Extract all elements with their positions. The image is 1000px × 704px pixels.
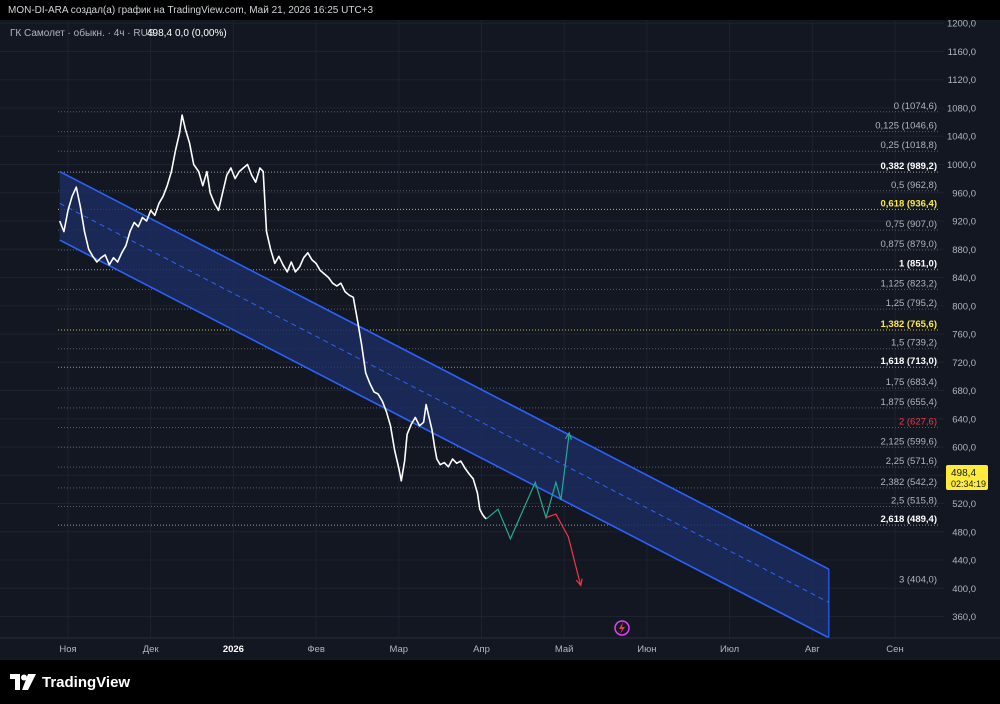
fib-level-label: 1,125 (823,2) bbox=[880, 278, 937, 289]
price-tick-label: 1000,0 bbox=[947, 160, 976, 171]
time-tick-label: Июн bbox=[637, 644, 656, 655]
time-tick-label: Мар bbox=[390, 644, 409, 655]
fib-level-label: 0,618 (936,4) bbox=[880, 198, 937, 209]
fib-level-label: 1,875 (655,4) bbox=[880, 397, 937, 408]
chart-attribution: MON-DI-ARA создал(а) график на TradingVi… bbox=[8, 5, 374, 16]
bearish-projection bbox=[545, 513, 582, 586]
price-tick-label: 800,0 bbox=[952, 301, 976, 312]
time-tick-label: Фев bbox=[307, 644, 325, 655]
footer bbox=[0, 660, 1000, 704]
current-price-badge: 498,4 02:34:19 bbox=[946, 465, 988, 490]
fib-level-label: 0 (1074,6) bbox=[894, 101, 937, 112]
time-axis[interactable]: Ноя Дек 2026 Фев Мар Апр Май Июн Июл Авг Сен bbox=[0, 637, 1000, 660]
price-tick-label: 360,0 bbox=[952, 612, 976, 623]
price-axis-background bbox=[944, 20, 1000, 640]
price-change: 0,0 (0,00%) bbox=[175, 28, 227, 39]
price-tick-label: 760,0 bbox=[952, 330, 976, 341]
price-tick-label: 920,0 bbox=[952, 217, 976, 228]
price-tick-label: 840,0 bbox=[952, 273, 976, 284]
logo-text: TradingView bbox=[42, 673, 131, 691]
fib-level-label: 2,5 (515,8) bbox=[891, 495, 937, 506]
price-series bbox=[58, 114, 487, 520]
price-chart[interactable]: 0 (1074,6) 0,125 (1046,6) 0,25 (1018,8) 0,3… bbox=[0, 19, 1000, 683]
fib-level-label: 0,75 (907,0) bbox=[886, 219, 937, 230]
symbol-legend[interactable]: ГК Самолет · обыкн. · 4ч · RUS 498,4 0,0… bbox=[10, 27, 227, 39]
time-tick-label: Май bbox=[555, 644, 574, 655]
price-tick-label: 1200,0 bbox=[947, 20, 976, 30]
price-tick-label: 680,0 bbox=[952, 386, 976, 397]
fib-level-label: 1,618 (713,0) bbox=[880, 356, 937, 367]
price-tick-label: 520,0 bbox=[952, 499, 976, 510]
price-tick-label: 1120,0 bbox=[948, 75, 976, 86]
top-bar: MON-DI-ARA создал(а) график на TradingVi… bbox=[0, 0, 1000, 20]
fib-level-label: 1,75 (683,4) bbox=[886, 377, 937, 388]
price-tick-label: 1040,0 bbox=[947, 132, 976, 143]
bullish-projection bbox=[486, 432, 570, 541]
price-tick-label: 440,0 bbox=[952, 556, 976, 567]
badge-price: 498,4 bbox=[951, 468, 976, 479]
channel-middle-line bbox=[59, 202, 830, 603]
chart-background bbox=[0, 20, 1000, 660]
price-tick-label: 880,0 bbox=[952, 245, 976, 256]
regression-channel[interactable] bbox=[59, 170, 830, 639]
channel-fill bbox=[59, 171, 829, 638]
fib-level-label: 0,5 (962,8) bbox=[891, 180, 937, 191]
price-tick-label: 640,0 bbox=[952, 414, 976, 425]
fib-level-label: 2,382 (542,2) bbox=[880, 477, 937, 488]
chart-area[interactable]: 0 (1074,6) 0,125 (1046,6) 0,25 (1018,8) 0,3… bbox=[0, 19, 1000, 683]
time-tick-label: Сен bbox=[886, 644, 903, 655]
fib-level-label: 0,382 (989,2) bbox=[880, 161, 937, 172]
channel-upper-line bbox=[59, 170, 830, 570]
time-tick-label: Июл bbox=[720, 644, 739, 655]
fib-level-label: 0,25 (1018,8) bbox=[880, 140, 937, 151]
fib-level-label: 1,382 (765,6) bbox=[880, 319, 937, 330]
bearish-projection-arrowhead bbox=[575, 578, 583, 587]
tradingview-logo-icon bbox=[10, 674, 36, 690]
time-tick-label: Авг bbox=[805, 644, 820, 655]
bullish-projection-arrowhead bbox=[564, 431, 572, 440]
price-tick-label: 480,0 bbox=[952, 527, 976, 538]
fib-level-label: 2 (627,6) bbox=[899, 417, 937, 428]
projection-paths[interactable] bbox=[486, 431, 583, 587]
fib-level-label: 3 (404,0) bbox=[899, 574, 937, 585]
price-tick-label: 600,0 bbox=[952, 443, 976, 454]
symbol-name: ГК Самолет · обыкн. · 4ч · RUS bbox=[10, 27, 155, 39]
price-tick-label: 1080,0 bbox=[947, 103, 976, 114]
lightning-event-icon[interactable] bbox=[614, 620, 630, 636]
price-axis[interactable]: 1200,0 1160,0 1120,0 1080,0 1040,0 1000,0 960,… bbox=[944, 19, 1000, 680]
time-axis-background bbox=[0, 638, 1000, 660]
fib-level-label: 2,125 (599,6) bbox=[880, 436, 937, 447]
fibonacci-levels[interactable]: 0 (1074,6) 0,125 (1046,6) 0,25 (1018,8) 0,3… bbox=[58, 101, 940, 683]
fib-level-label: 1,5 (739,2) bbox=[891, 338, 937, 349]
time-tick-label: Дек bbox=[143, 644, 160, 655]
price-tick-label: 400,0 bbox=[952, 584, 976, 595]
fib-level-label: 0,125 (1046,6) bbox=[875, 121, 937, 132]
time-tick-label: Ноя bbox=[59, 644, 76, 655]
fib-level-label: 0,875 (879,0) bbox=[880, 239, 937, 250]
price-tick-label: 1160,0 bbox=[948, 47, 976, 58]
badge-countdown: 02:34:19 bbox=[951, 479, 986, 489]
price-tick-label: 960,0 bbox=[952, 188, 976, 199]
time-tick-label: 2026 bbox=[223, 644, 244, 655]
price-tick-label: 720,0 bbox=[952, 358, 976, 369]
fib-level-label: 1,25 (795,2) bbox=[886, 298, 937, 309]
last-price: 498,4 bbox=[147, 28, 172, 39]
fib-level-label: 2,618 (489,4) bbox=[880, 514, 937, 525]
price-line bbox=[58, 114, 487, 520]
tradingview-logo[interactable]: TradingView bbox=[10, 673, 130, 691]
fib-level-label: 2,25 (571,6) bbox=[886, 456, 937, 467]
time-tick-label: Апр bbox=[473, 644, 490, 655]
fib-level-label: 1 (851,0) bbox=[899, 259, 937, 270]
channel-lower-line bbox=[59, 239, 830, 639]
